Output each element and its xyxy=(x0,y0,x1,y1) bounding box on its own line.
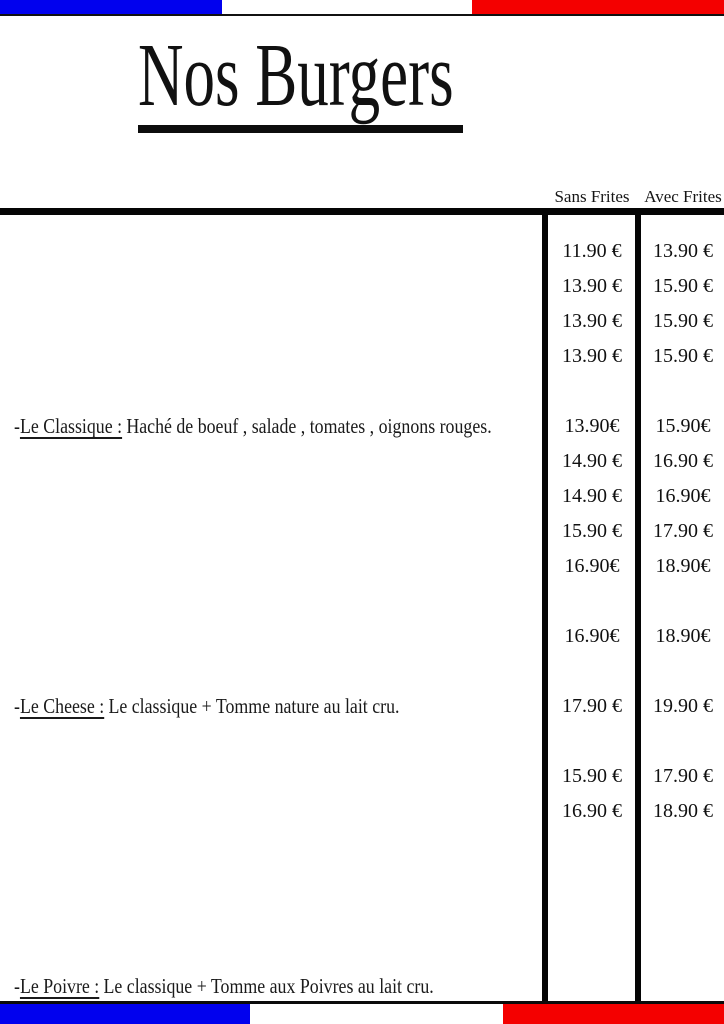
price-avec-frites: 13.90 € xyxy=(653,240,713,262)
menu-item-name: Le Poivre : xyxy=(19,974,100,998)
price-sans-frites: 14.90 € xyxy=(562,450,622,472)
page-title: Nos Burgers xyxy=(138,26,454,125)
price-sans-frites: 16.90 € xyxy=(562,800,622,822)
menu-item-desc: Le classique + Tomme nature au lait cru. xyxy=(108,694,400,718)
french-flag-bottom xyxy=(0,1001,724,1024)
price-sans-frites: 14.90 € xyxy=(562,485,622,507)
price-avec-frites: 17.90 € xyxy=(653,765,713,787)
flag-white-stripe xyxy=(250,1004,503,1024)
price-avec-frites: 16.90 € xyxy=(653,450,713,472)
flag-red-stripe xyxy=(472,0,724,14)
menu-item-desc: Le classique + Tomme aux Poivres au lait… xyxy=(103,974,434,998)
column-divider-left xyxy=(542,215,548,1001)
price-avec-frites: 15.90 € xyxy=(653,310,713,332)
price-avec-frites: 15.90 € xyxy=(653,345,713,367)
menu-item-line: -Le Poivre : Le classique + Tomme aux Poi… xyxy=(14,969,550,1004)
price-avec-frites: 18.90€ xyxy=(655,625,711,647)
dash: - xyxy=(14,974,20,998)
price-sans-frites: 13.90 € xyxy=(562,275,622,297)
title-underline xyxy=(138,125,463,133)
column-divider-right xyxy=(635,215,641,1001)
flag-blue-stripe xyxy=(0,1004,250,1024)
price-avec-frites: 15.90 € xyxy=(653,275,713,297)
column-header-sans-frites: Sans Frites xyxy=(554,187,630,206)
menu-item: -Le Cheese : Le classique + Tomme nature … xyxy=(14,619,550,794)
menu-item: -Le Poivre : Le classique + Tomme aux Poi… xyxy=(14,899,550,1024)
french-flag-top xyxy=(0,0,724,16)
menu-item: -Le Classique : Haché de boeuf , salade ,… xyxy=(14,339,550,514)
dash: - xyxy=(14,694,20,718)
column-header-avec-frites: Avec Frites xyxy=(644,187,722,206)
price-sans-frites: 17.90 € xyxy=(562,695,622,717)
menu-item-line: -Le Cheese : Le classique + Tomme nature … xyxy=(14,689,550,724)
price-sans-frites: 11.90 € xyxy=(562,240,622,262)
price-avec-frites: 17.90 € xyxy=(653,520,713,542)
menu-items-list: -Le Classique : Haché de boeuf , salade ,… xyxy=(14,234,550,1024)
price-avec-frites: 18.90 € xyxy=(653,800,713,822)
table-top-rule xyxy=(0,208,724,215)
price-sans-frites: 15.90 € xyxy=(562,765,622,787)
flag-red-stripe xyxy=(503,1004,724,1024)
price-avec-frites: 19.90 € xyxy=(653,695,713,717)
menu-item-name: Le Classique : xyxy=(19,414,123,438)
menu-item-line: -Le Classique : Haché de boeuf , salade ,… xyxy=(14,409,550,444)
menu-item-name: Le Cheese : xyxy=(19,694,105,718)
price-avec-frites: 15.90€ xyxy=(655,415,711,437)
menu-item-desc: Haché de boeuf , salade , tomates , oign… xyxy=(126,414,492,438)
price-sans-frites: 13.90 € xyxy=(562,345,622,367)
flag-white-stripe xyxy=(222,0,472,14)
price-sans-frites: 13.90 € xyxy=(562,310,622,332)
price-avec-frites: 18.90€ xyxy=(655,555,711,577)
flag-blue-stripe xyxy=(0,0,222,14)
price-sans-frites: 16.90€ xyxy=(564,555,620,577)
price-sans-frites: 15.90 € xyxy=(562,520,622,542)
price-avec-frites: 16.90€ xyxy=(655,485,711,507)
price-sans-frites: 13.90€ xyxy=(564,415,620,437)
dash: - xyxy=(14,414,20,438)
price-sans-frites: 16.90€ xyxy=(564,625,620,647)
